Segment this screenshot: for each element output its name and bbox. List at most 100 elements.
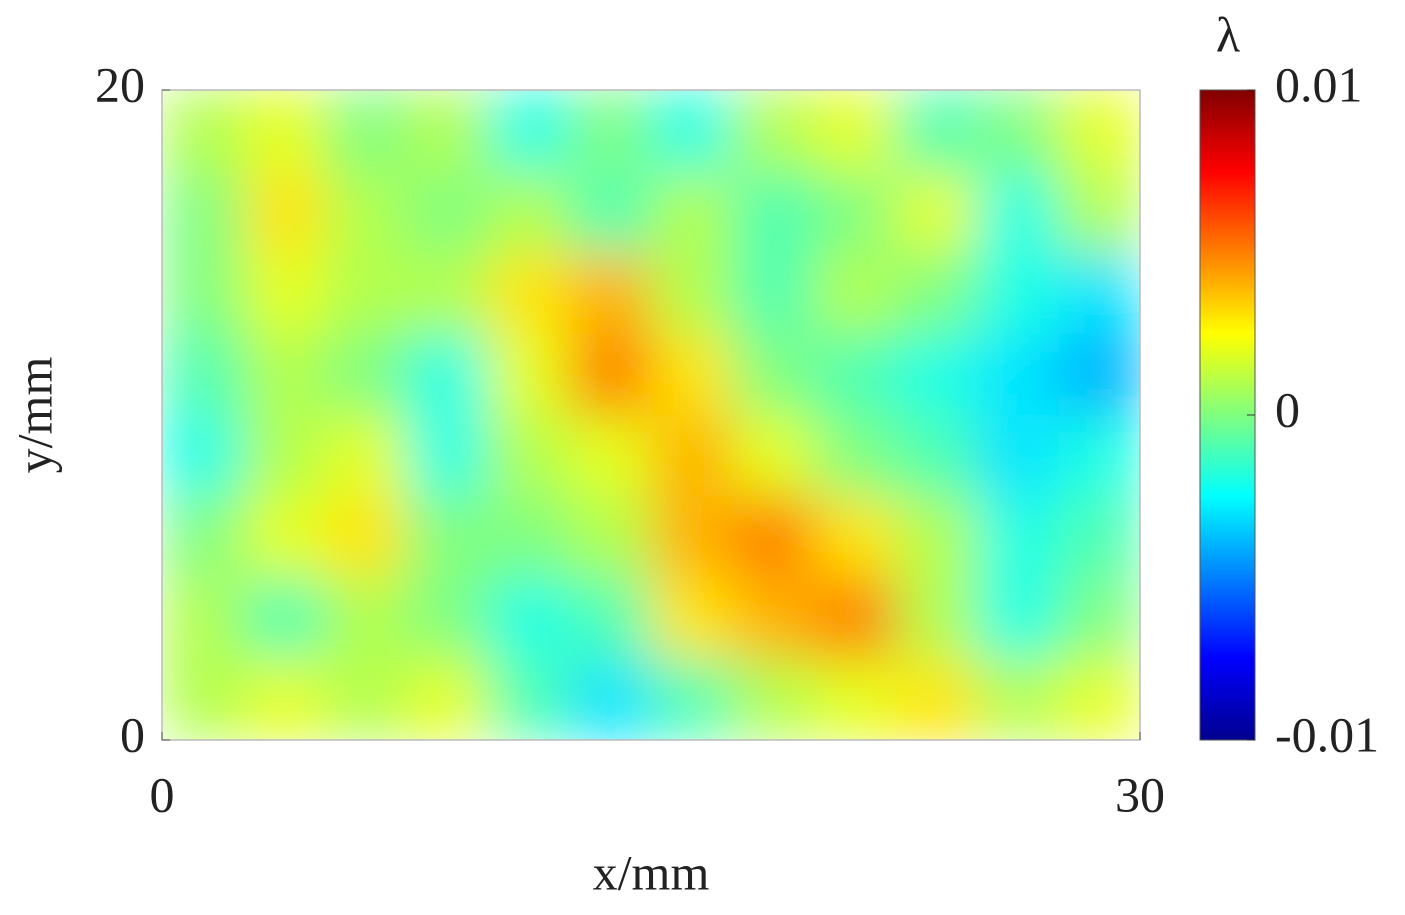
- heatmap-cell: [488, 415, 570, 497]
- heatmap-cell: [488, 90, 570, 172]
- heatmap-cell: [569, 171, 652, 253]
- plot-area: [162, 90, 1140, 740]
- heatmap-cell: [651, 171, 733, 253]
- heatmap-cell: [651, 658, 733, 740]
- heatmap-cell: [1058, 333, 1140, 416]
- heatmap-cell: [651, 577, 733, 660]
- heatmap-cell: [651, 415, 733, 497]
- heatmap-cell: [162, 252, 244, 335]
- heatmap-cell: [162, 577, 244, 660]
- heatmap-cell: [406, 333, 489, 416]
- heatmap-cell: [488, 496, 570, 578]
- heatmap-cell: [977, 415, 1059, 497]
- heatmap-cell: [569, 577, 652, 660]
- heatmap-cell: [977, 577, 1059, 660]
- heatmap-cell: [814, 333, 896, 416]
- heatmap-cell: [162, 90, 244, 172]
- heatmap-cell: [895, 252, 978, 335]
- heatmap-cell: [977, 658, 1059, 740]
- heatmap-cell: [162, 333, 244, 416]
- heatmap-cell: [243, 252, 326, 335]
- heatmap-cell: [406, 415, 489, 497]
- heatmap-cell: [814, 658, 896, 740]
- heatmap-cell: [895, 496, 978, 578]
- heatmap-cell: [977, 252, 1059, 335]
- x-tick-label: 0: [150, 766, 175, 822]
- heatmap-cell: [1058, 252, 1140, 335]
- heatmap-cell: [325, 252, 407, 335]
- heatmap-cell: [977, 90, 1059, 172]
- heatmap-cell: [406, 658, 489, 740]
- heatmap-cell: [977, 171, 1059, 253]
- heatmap-cell: [488, 658, 570, 740]
- heatmap-cell: [895, 577, 978, 660]
- heatmap-cell: [814, 90, 896, 172]
- heatmap-cell: [895, 658, 978, 740]
- heatmap-cell: [488, 252, 570, 335]
- heatmap-cell: [651, 333, 733, 416]
- heatmap-cell: [243, 415, 326, 497]
- heatmap-cell: [977, 496, 1059, 578]
- heatmap-cell: [814, 496, 896, 578]
- heatmap-cell: [488, 333, 570, 416]
- heatmap-cell: [569, 90, 652, 172]
- heatmap-cell: [406, 90, 489, 172]
- heatmap: [162, 90, 1140, 740]
- heatmap-cell: [243, 171, 326, 253]
- heatmap-cell: [651, 496, 733, 578]
- colorbar-tick-label: 0: [1275, 381, 1300, 437]
- heatmap-cell: [325, 171, 407, 253]
- heatmap-cell: [814, 171, 896, 253]
- heatmap-cell: [732, 496, 815, 578]
- heatmap-cell: [732, 90, 815, 172]
- heatmap-cell: [406, 496, 489, 578]
- heatmap-cell: [488, 171, 570, 253]
- x-tick-label: 30: [1115, 766, 1165, 822]
- heatmap-cell: [406, 252, 489, 335]
- y-tick-label: 0: [120, 706, 145, 762]
- heatmap-cell: [569, 252, 652, 335]
- heatmap-cell: [406, 171, 489, 253]
- heatmap-cell: [569, 333, 652, 416]
- colorbar-tick-label: -0.01: [1275, 706, 1379, 762]
- heatmap-cell: [569, 415, 652, 497]
- heatmap-cell: [243, 577, 326, 660]
- heatmap-cell: [325, 496, 407, 578]
- heatmap-cell: [1058, 171, 1140, 253]
- colorbar-tick-label: 0.01: [1275, 56, 1363, 112]
- heatmap-cell: [895, 171, 978, 253]
- colorbar-label: λ: [1216, 6, 1240, 62]
- heatmap-cell: [162, 415, 244, 497]
- heatmap-cell: [651, 90, 733, 172]
- heatmap-cell: [732, 252, 815, 335]
- plot-frame: [161, 89, 1141, 741]
- heatmap-cell: [243, 496, 326, 578]
- x-axis-label: x/mm: [593, 844, 710, 900]
- heatmap-cell: [162, 171, 244, 253]
- heatmap-cell: [651, 252, 733, 335]
- heatmap-cell: [732, 171, 815, 253]
- heatmap-cell: [1058, 577, 1140, 660]
- heatmap-cell: [977, 333, 1059, 416]
- heatmap-cell: [243, 658, 326, 740]
- heatmap-cell: [895, 333, 978, 416]
- heatmap-cell: [325, 658, 407, 740]
- heatmap-cell: [732, 577, 815, 660]
- heatmap-cell: [569, 496, 652, 578]
- axes: 0 30 0 20 0.01 0 -0.01: [95, 56, 1379, 822]
- heatmap-cell: [243, 333, 326, 416]
- heatmap-cell: [732, 415, 815, 497]
- heatmap-cell: [814, 577, 896, 660]
- heatmap-cell: [895, 415, 978, 497]
- heatmap-cell: [162, 496, 244, 578]
- colorbar: [1199, 89, 1256, 741]
- heatmap-cell: [325, 415, 407, 497]
- heatmap-cell: [162, 658, 244, 740]
- y-axis-label: y/mm: [6, 357, 62, 474]
- heatmap-cell: [569, 658, 652, 740]
- y-tick-label: 20: [95, 56, 145, 112]
- heatmap-cell: [325, 577, 407, 660]
- heatmap-cell: [895, 90, 978, 172]
- heatmap-cell: [1058, 496, 1140, 578]
- heatmap-cell: [1058, 90, 1140, 172]
